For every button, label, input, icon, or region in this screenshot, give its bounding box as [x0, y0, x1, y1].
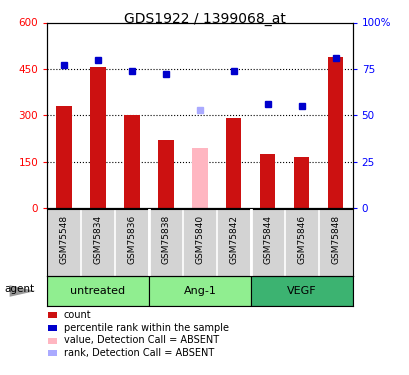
- Text: GSM75844: GSM75844: [263, 214, 272, 264]
- Bar: [48, 350, 57, 356]
- Text: rank, Detection Call = ABSENT: rank, Detection Call = ABSENT: [63, 348, 213, 358]
- Text: percentile rank within the sample: percentile rank within the sample: [63, 323, 228, 333]
- Text: GSM75842: GSM75842: [229, 214, 238, 264]
- Bar: [48, 338, 57, 344]
- Text: untreated: untreated: [70, 286, 125, 296]
- Text: count: count: [63, 310, 91, 320]
- Text: value, Detection Call = ABSENT: value, Detection Call = ABSENT: [63, 336, 218, 345]
- Text: VEGF: VEGF: [286, 286, 316, 296]
- Bar: [192, 148, 207, 208]
- Text: GSM75848: GSM75848: [330, 214, 339, 264]
- Bar: [327, 57, 342, 208]
- Text: GSM75836: GSM75836: [127, 214, 136, 264]
- Bar: [56, 106, 72, 208]
- Text: GSM75548: GSM75548: [59, 214, 68, 264]
- Text: Ang-1: Ang-1: [183, 286, 216, 296]
- Text: GSM75846: GSM75846: [297, 214, 306, 264]
- Bar: [124, 116, 139, 208]
- Polygon shape: [10, 285, 36, 297]
- Bar: [250, 276, 352, 306]
- Text: agent: agent: [4, 284, 34, 294]
- Bar: [259, 154, 275, 208]
- Bar: [90, 68, 106, 208]
- Bar: [47, 276, 148, 306]
- Text: GSM75838: GSM75838: [161, 214, 170, 264]
- Text: GSM75834: GSM75834: [93, 214, 102, 264]
- Bar: [148, 276, 250, 306]
- Bar: [48, 325, 57, 331]
- Bar: [158, 140, 173, 208]
- Bar: [48, 312, 57, 318]
- Bar: [293, 157, 308, 208]
- Text: GDS1922 / 1399068_at: GDS1922 / 1399068_at: [124, 12, 285, 26]
- Text: GSM75840: GSM75840: [195, 214, 204, 264]
- Bar: [226, 118, 241, 208]
